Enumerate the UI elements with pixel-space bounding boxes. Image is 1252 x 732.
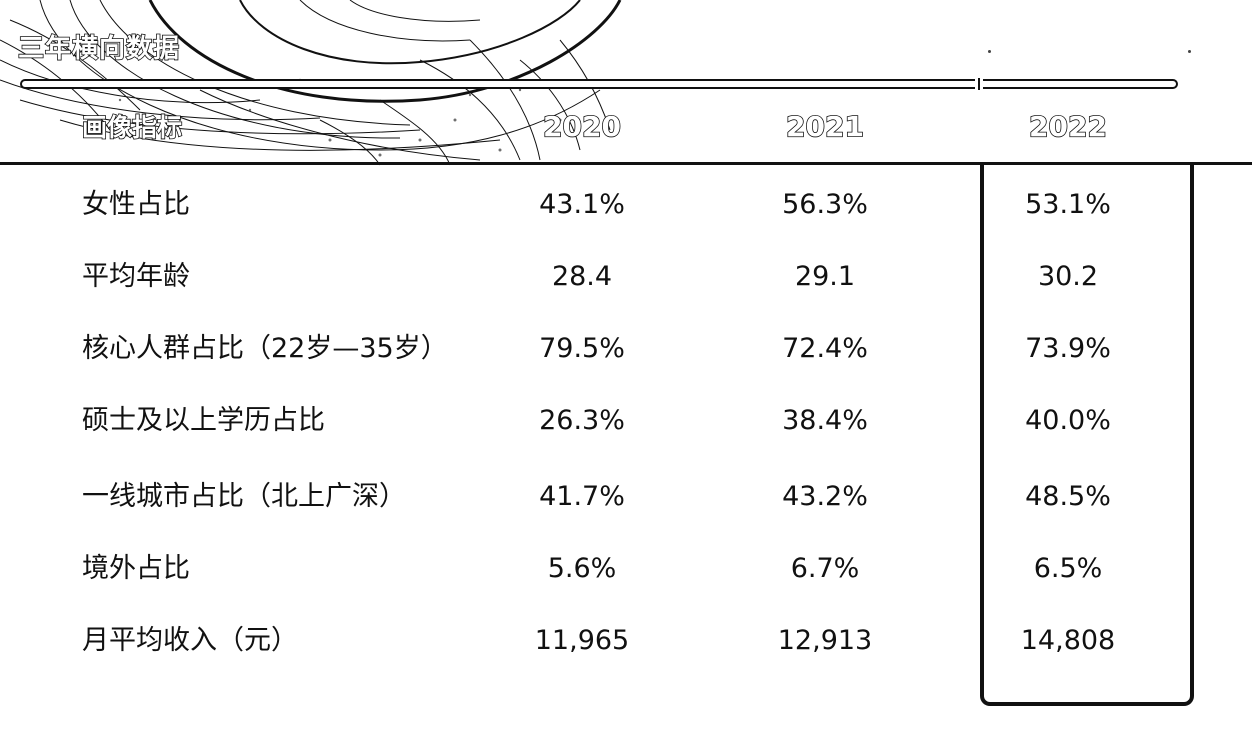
table-row: 硕士及以上学历占比 26.3% 38.4% 40.0% xyxy=(0,396,1252,446)
header-divider xyxy=(0,162,1252,165)
header-bar xyxy=(20,79,1178,89)
cell-2021: 56.3% xyxy=(782,189,868,220)
cell-2020: 28.4 xyxy=(551,261,613,292)
cell-2021: 6.7% xyxy=(790,553,860,584)
row-label: 女性占比 xyxy=(82,189,190,220)
cell-2020: 11,965 xyxy=(534,625,630,656)
cell-2020: 79.5% xyxy=(539,333,625,364)
row-label: 硕士及以上学历占比 xyxy=(82,405,325,436)
row-label: 平均年龄 xyxy=(82,261,190,292)
row-label: 核心人群占比（22岁—35岁） xyxy=(82,333,448,364)
cell-2022: 40.0% xyxy=(1025,405,1111,436)
page-title: 三年横向数据 xyxy=(17,33,181,65)
cell-2022: 73.9% xyxy=(1025,333,1111,364)
cell-2020: 43.1% xyxy=(539,189,625,220)
speck xyxy=(988,50,991,53)
cell-2022: 53.1% xyxy=(1025,189,1111,220)
header-bar-tick xyxy=(978,78,980,90)
cell-2022: 6.5% xyxy=(1033,553,1103,584)
table-row: 月平均收入（元） 11,965 12,913 14,808 xyxy=(0,616,1252,666)
cell-2021: 38.4% xyxy=(782,405,868,436)
highlight-column-2022 xyxy=(980,163,1194,706)
cell-2020: 41.7% xyxy=(539,481,625,512)
sphere-sketch-icon xyxy=(0,0,622,166)
row-label: 一线城市占比（北上广深） xyxy=(82,481,406,512)
cell-2021: 43.2% xyxy=(782,481,868,512)
row-label: 月平均收入（元） xyxy=(82,625,298,656)
cell-2021: 12,913 xyxy=(777,625,873,656)
column-header-2021: 2021 xyxy=(785,109,865,144)
cell-2022: 14,808 xyxy=(1020,625,1116,656)
cell-2022: 48.5% xyxy=(1025,481,1111,512)
header-artwork xyxy=(0,0,640,170)
column-header-2020: 2020 xyxy=(542,109,622,144)
speck xyxy=(1188,50,1191,53)
table-row: 平均年龄 28.4 29.1 30.2 xyxy=(0,252,1252,302)
table-row: 一线城市占比（北上广深） 41.7% 43.2% 48.5% xyxy=(0,472,1252,522)
table-row: 核心人群占比（22岁—35岁） 79.5% 72.4% 73.9% xyxy=(0,324,1252,374)
table-row: 境外占比 5.6% 6.7% 6.5% xyxy=(0,544,1252,594)
cell-2021: 72.4% xyxy=(782,333,868,364)
cell-2020: 26.3% xyxy=(539,405,625,436)
column-header-label: 画像指标 xyxy=(81,112,183,143)
cell-2020: 5.6% xyxy=(547,553,617,584)
cell-2022: 30.2 xyxy=(1037,261,1099,292)
row-label: 境外占比 xyxy=(82,553,190,584)
table-row: 女性占比 43.1% 56.3% 53.1% xyxy=(0,180,1252,230)
cell-2021: 29.1 xyxy=(794,261,856,292)
column-header-2022: 2022 xyxy=(1028,109,1108,144)
